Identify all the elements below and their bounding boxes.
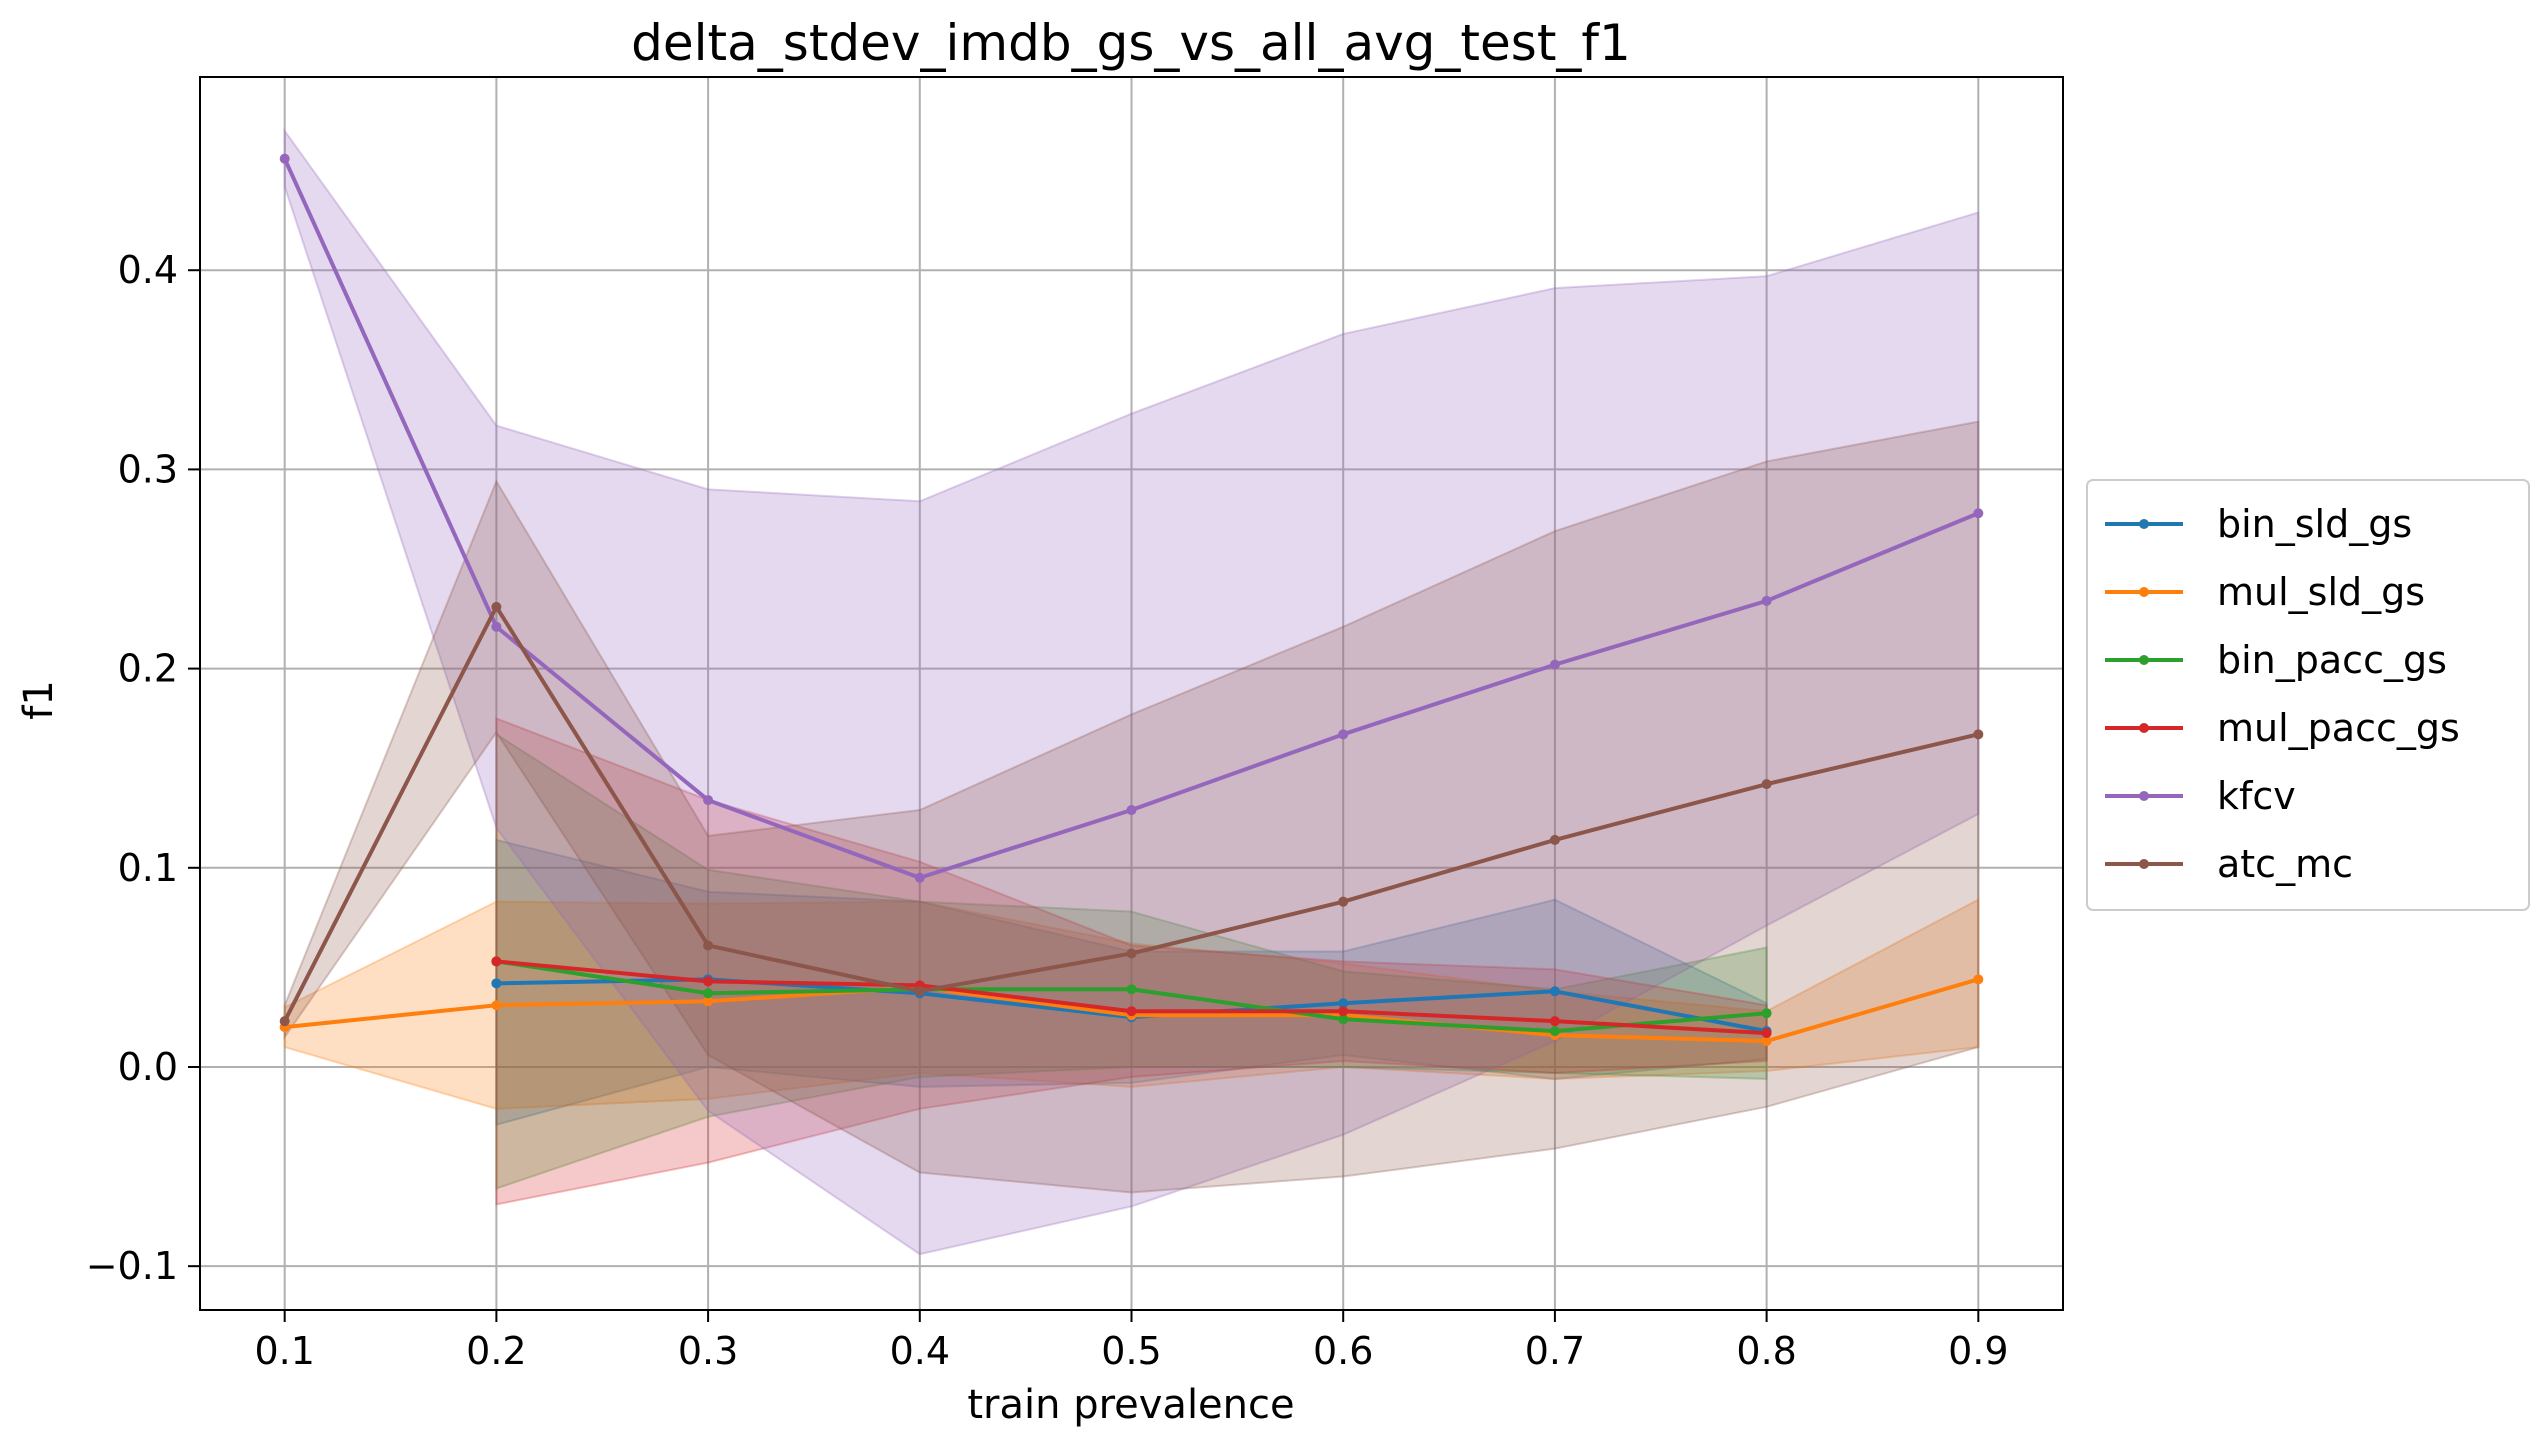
mul_pacc_gs-legend-label: mul_pacc_gs xyxy=(2217,706,2460,750)
y-axis-label: f1 xyxy=(16,680,62,720)
kfcv-legend-marker xyxy=(2139,791,2149,801)
legend: bin_sld_gs mul_sld_gs bin_pacc_gs mul_pacc_… xyxy=(2086,479,2530,911)
bin_sld_gs-legend-marker xyxy=(2139,519,2149,529)
bin_sld_gs-point xyxy=(1549,986,1560,997)
y-tick-label: 0.0 xyxy=(118,1045,178,1089)
kfcv-point xyxy=(1973,508,1984,519)
x-tick-label: 0.9 xyxy=(1948,1329,2008,1373)
kfcv-point xyxy=(1338,729,1349,740)
atc_mc-point xyxy=(1973,729,1984,740)
x-tick-label: 0.7 xyxy=(1525,1329,1585,1373)
atc_mc-point xyxy=(1761,779,1772,790)
y-tick-label: 0.1 xyxy=(118,846,178,890)
bin_pacc_gs-point xyxy=(1761,1008,1772,1019)
kfcv-point xyxy=(914,872,925,883)
atc_mc-point xyxy=(491,601,502,612)
mul_sld_gs-legend-marker xyxy=(2139,587,2149,597)
bin_pacc_gs-legend-marker xyxy=(2139,655,2149,665)
kfcv-point xyxy=(1549,659,1560,670)
bin_pacc_gs-legend-label: bin_pacc_gs xyxy=(2217,638,2447,682)
y-tick-label: 0.2 xyxy=(118,647,178,691)
x-tick-label: 0.5 xyxy=(1101,1329,1161,1373)
kfcv-point xyxy=(1126,805,1137,816)
mul_sld_gs-point xyxy=(491,1000,502,1011)
mul_sld_gs-point xyxy=(1973,974,1984,985)
kfcv-legend-label: kfcv xyxy=(2217,774,2296,818)
atc_mc-legend-label: atc_mc xyxy=(2217,842,2353,886)
kfcv-point xyxy=(1761,595,1772,606)
series-lines xyxy=(279,153,1984,1047)
bin_sld_gs-point xyxy=(1338,998,1349,1009)
y-tick-label: −0.1 xyxy=(86,1244,178,1288)
kfcv-point xyxy=(491,621,502,632)
mul_pacc_gs-legend-marker xyxy=(2139,723,2149,733)
x-tick-label: 0.6 xyxy=(1313,1329,1373,1373)
mul_sld_gs-point xyxy=(1761,1036,1772,1047)
bin_sld_gs-legend-label: bin_sld_gs xyxy=(2217,502,2412,546)
x-tick-label: 0.8 xyxy=(1736,1329,1796,1373)
kfcv-band xyxy=(283,127,1980,1256)
mul_pacc_gs-point xyxy=(1761,1028,1772,1039)
mul_sld_gs-band xyxy=(283,898,1980,1110)
grid-layer xyxy=(200,77,2063,1310)
bin_sld_gs-band xyxy=(495,838,1768,1127)
atc_mc-legend-marker xyxy=(2139,859,2149,869)
mul_pacc_gs-point xyxy=(1338,1006,1349,1017)
bin_pacc_gs-point xyxy=(1338,1014,1349,1025)
x-axis-label: train prevalence xyxy=(967,1382,1294,1428)
kfcv-point xyxy=(279,153,290,164)
bin_pacc_gs-point xyxy=(1126,984,1137,995)
mul_pacc_gs-point xyxy=(491,956,502,967)
bin_sld_gs-point xyxy=(491,978,502,989)
x-tick-label: 0.4 xyxy=(890,1329,950,1373)
atc_mc-point xyxy=(1126,948,1137,959)
x-tick-label: 0.2 xyxy=(466,1329,526,1373)
atc_mc-point xyxy=(1549,834,1560,845)
atc_mc-point xyxy=(1338,896,1349,907)
chart-title: delta_stdev_imdb_gs_vs_all_avg_test_f1 xyxy=(631,14,1631,72)
kfcv-point xyxy=(703,795,714,806)
bin_pacc_gs-point xyxy=(703,988,714,999)
bin_pacc_gs-point xyxy=(1549,1026,1560,1037)
atc_mc-point xyxy=(703,940,714,951)
mul_sld_gs-legend-label: mul_sld_gs xyxy=(2217,570,2425,614)
axis-ticks: 0.1 0.2 0.3 0.4 0.5 0.6 0.7 0.8 0.9 −0.1 0.0 0.1 0.2… xyxy=(86,248,2009,1373)
mul_pacc_gs-point xyxy=(1126,1006,1137,1017)
mul_pacc_gs-point xyxy=(703,976,714,987)
mul_pacc_gs-point xyxy=(1549,1016,1560,1027)
atc_mc-point xyxy=(914,986,925,997)
y-tick-label: 0.4 xyxy=(118,248,178,292)
mul_sld_gs-point xyxy=(703,996,714,1007)
x-tick-label: 0.3 xyxy=(678,1329,738,1373)
y-tick-label: 0.3 xyxy=(118,447,178,491)
atc_mc-point xyxy=(279,1016,290,1027)
x-tick-label: 0.1 xyxy=(254,1329,314,1373)
legend-box xyxy=(2086,479,2530,911)
bin_pacc_gs-band xyxy=(495,732,1768,1190)
